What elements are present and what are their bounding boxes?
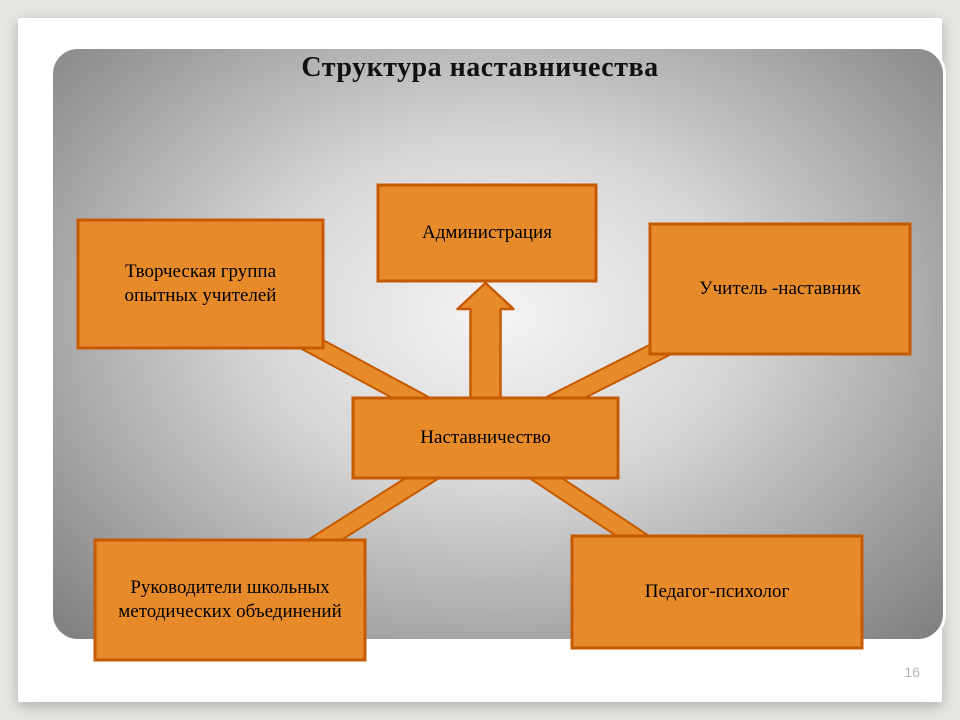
page-number: 16 [904, 664, 920, 680]
node-left-lower-label: Руководители школьных методических объед… [107, 576, 353, 624]
node-left-upper-label: Творческая группа опытных учителей [90, 260, 311, 308]
node-psychologist: Педагог-психолог [572, 536, 862, 648]
node-administration: Администрация [378, 185, 596, 281]
slide-title: Структура наставничества [0, 52, 960, 84]
node-right-upper-label: Учитель -наставник [662, 277, 898, 301]
node-teacher-mentor: Учитель -наставник [650, 224, 910, 354]
node-method-leaders: Руководители школьных методических объед… [95, 540, 365, 660]
node-creative-group: Творческая группа опытных учителей [78, 220, 323, 348]
node-top-label: Администрация [390, 221, 584, 245]
node-right-lower-label: Педагог-психолог [584, 580, 850, 604]
node-center: Наставничество [353, 398, 618, 478]
node-center-label: Наставничество [365, 426, 606, 450]
